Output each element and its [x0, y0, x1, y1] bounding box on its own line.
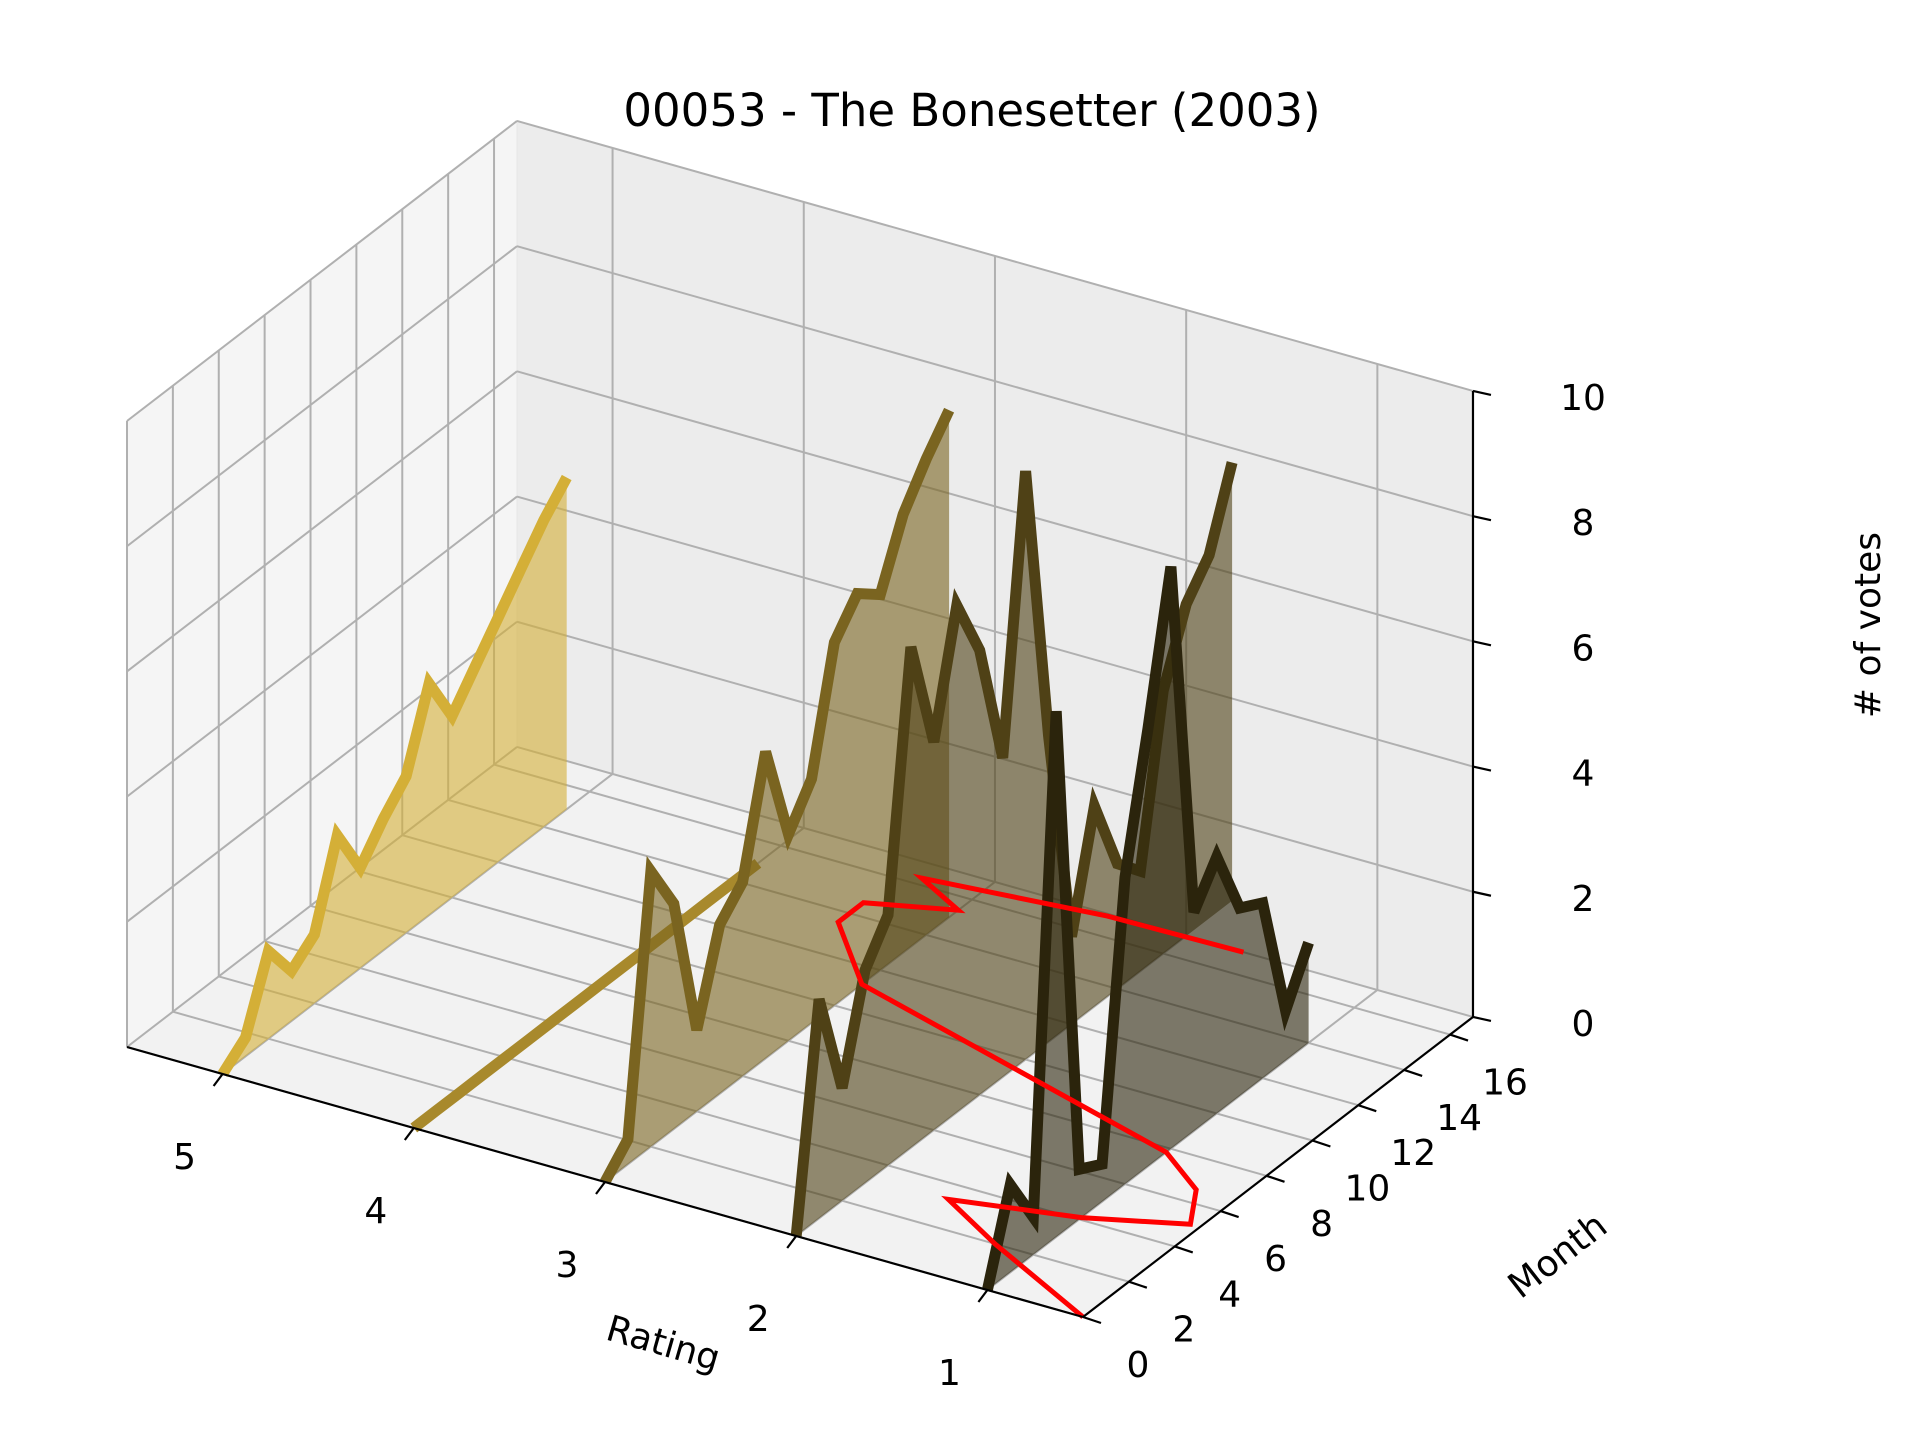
chart-title: 00053 - The Bonesetter (2003) [623, 84, 1320, 137]
x-tick-label: 3 [556, 1245, 579, 1286]
z-tick-label: 8 [1572, 503, 1595, 544]
grid-line [126, 620, 518, 923]
z-tick-mark [1472, 515, 1492, 522]
y-tick-label: 2 [1172, 1310, 1195, 1351]
z-tick-label: 10 [1560, 378, 1606, 419]
x-tick-label: 5 [173, 1137, 196, 1178]
y-tick-label: 14 [1436, 1098, 1482, 1139]
x-tick-mark [212, 1073, 224, 1087]
y-tick-label: 16 [1482, 1063, 1528, 1104]
grid-line [126, 370, 518, 673]
z-axis-label: # of votes [1848, 532, 1889, 718]
series-rating-3 [600, 407, 955, 1185]
series-line [600, 407, 955, 1185]
y-tick-mark [1174, 1245, 1194, 1254]
z-tick-mark [1472, 640, 1492, 647]
x-tick-label: 4 [364, 1191, 387, 1232]
y-tick-mark [1220, 1210, 1239, 1219]
x-tick-mark [403, 1127, 415, 1141]
y-tick-mark [1266, 1174, 1285, 1183]
y-tick-mark [1082, 1315, 1102, 1325]
grid-line [516, 119, 1474, 392]
x-tick-mark [595, 1181, 606, 1195]
axes-panes [125, 119, 1475, 1318]
x-tick-mark [786, 1235, 798, 1249]
x-tick-label: 2 [747, 1299, 770, 1340]
y-tick-label: 4 [1218, 1274, 1241, 1315]
y-tick-mark [1449, 1033, 1469, 1042]
y-tick-mark [1357, 1104, 1377, 1113]
series-rating-5 [217, 474, 572, 1077]
z-tick-mark [1472, 890, 1492, 897]
x-tick-mark [977, 1289, 989, 1303]
z-tick-label: 6 [1572, 628, 1595, 669]
y-tick-mark [1403, 1068, 1423, 1077]
series-line [410, 858, 762, 1133]
y-tick-label: 6 [1264, 1239, 1287, 1280]
grid-line [126, 245, 518, 547]
z-tick-label: 0 [1572, 1004, 1595, 1045]
grid-line [516, 495, 1474, 768]
x-tick-label: 1 [938, 1353, 961, 1394]
y-tick-label: 12 [1390, 1133, 1436, 1174]
y-axis-line [1082, 1016, 1474, 1318]
grid-line [516, 370, 1474, 643]
z-tick-mark [1472, 389, 1492, 397]
grid-line [516, 245, 1474, 518]
series-group [217, 407, 1314, 1319]
y-tick-mark [1312, 1139, 1331, 1148]
grid-line [126, 120, 518, 422]
x-axis-label: Rating [602, 1308, 725, 1379]
y-tick-mark [1128, 1280, 1148, 1289]
y-tick-label: 8 [1310, 1204, 1333, 1245]
y-tick-label: 0 [1127, 1345, 1150, 1386]
y-axis-label: Month [1501, 1205, 1615, 1307]
series-line [982, 565, 1314, 1292]
series-fill [796, 462, 1233, 1236]
cumulative-line [835, 873, 1245, 1319]
z-tick-label: 2 [1572, 879, 1595, 920]
z-tick-mark [1472, 1015, 1492, 1023]
z-tick-label: 4 [1572, 754, 1595, 795]
grid-line [126, 495, 518, 798]
z-tick-mark [1472, 765, 1492, 772]
axis-lines [126, 389, 1492, 1325]
y-tick-label: 10 [1344, 1169, 1390, 1210]
series-line [217, 474, 572, 1077]
